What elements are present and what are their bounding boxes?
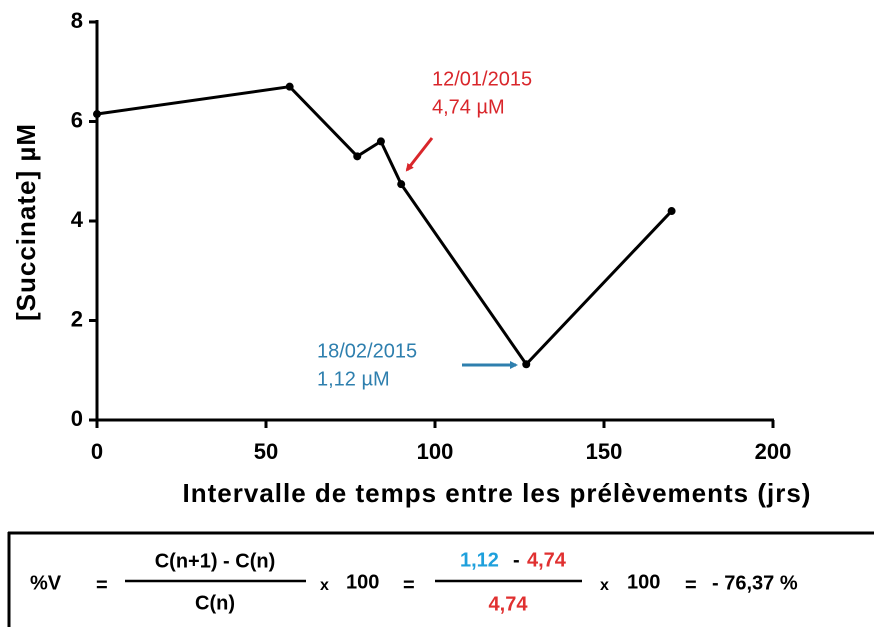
formula-text: x — [600, 577, 609, 594]
formula-text: 100 — [627, 571, 660, 593]
annotation: 4,74 µM — [432, 96, 505, 118]
formula-text: - 76,37 % — [712, 572, 798, 594]
formula-text: = — [403, 574, 415, 596]
formula-text: 100 — [346, 571, 379, 593]
formula-text: 1,12 — [460, 549, 499, 571]
x-tick-label: 50 — [254, 439, 278, 464]
annotation: 12/01/2015 — [432, 68, 532, 90]
formula-text: = — [685, 574, 697, 596]
arrow — [405, 137, 434, 172]
x-tick-label: 200 — [755, 439, 792, 464]
point — [93, 110, 101, 119]
point — [376, 137, 385, 146]
y-tick-label: 8 — [71, 8, 83, 33]
x-axis-title: Intervalle de temps entre les prélèvemen… — [183, 478, 812, 508]
formula-text: = — [96, 574, 108, 596]
formula-box: %V = C(n+1) - C(n) C(n) x 100 = 1,12 - 4… — [7, 531, 874, 627]
y-tick-label: 6 — [71, 107, 83, 132]
point — [667, 207, 676, 216]
annotation: 1,12 µM — [317, 368, 390, 390]
formula-text: %V — [30, 572, 62, 594]
formula-text: 4,74 — [527, 549, 567, 571]
line — [96, 85, 673, 367]
annotation: 18/02/2015 — [317, 340, 417, 362]
formula-text: C(n+1) - C(n) — [155, 550, 276, 572]
y-tick-label: 4 — [71, 207, 84, 232]
point — [285, 82, 294, 91]
x-tick-label: 150 — [586, 439, 623, 464]
point — [397, 180, 406, 189]
formula-text: - — [513, 549, 520, 571]
y-axis-title: [Succinate] µM — [11, 123, 41, 321]
formula-text: 4,74 — [489, 593, 529, 615]
point — [353, 152, 362, 161]
x-tick-label: 100 — [417, 439, 454, 464]
point — [522, 360, 531, 369]
y-tick-label: 2 — [71, 306, 83, 331]
formula-text: x — [320, 577, 329, 594]
y-tick-label: 0 — [71, 406, 83, 431]
formula-text: C(n) — [195, 592, 235, 614]
x-tick-label: 0 — [91, 439, 103, 464]
